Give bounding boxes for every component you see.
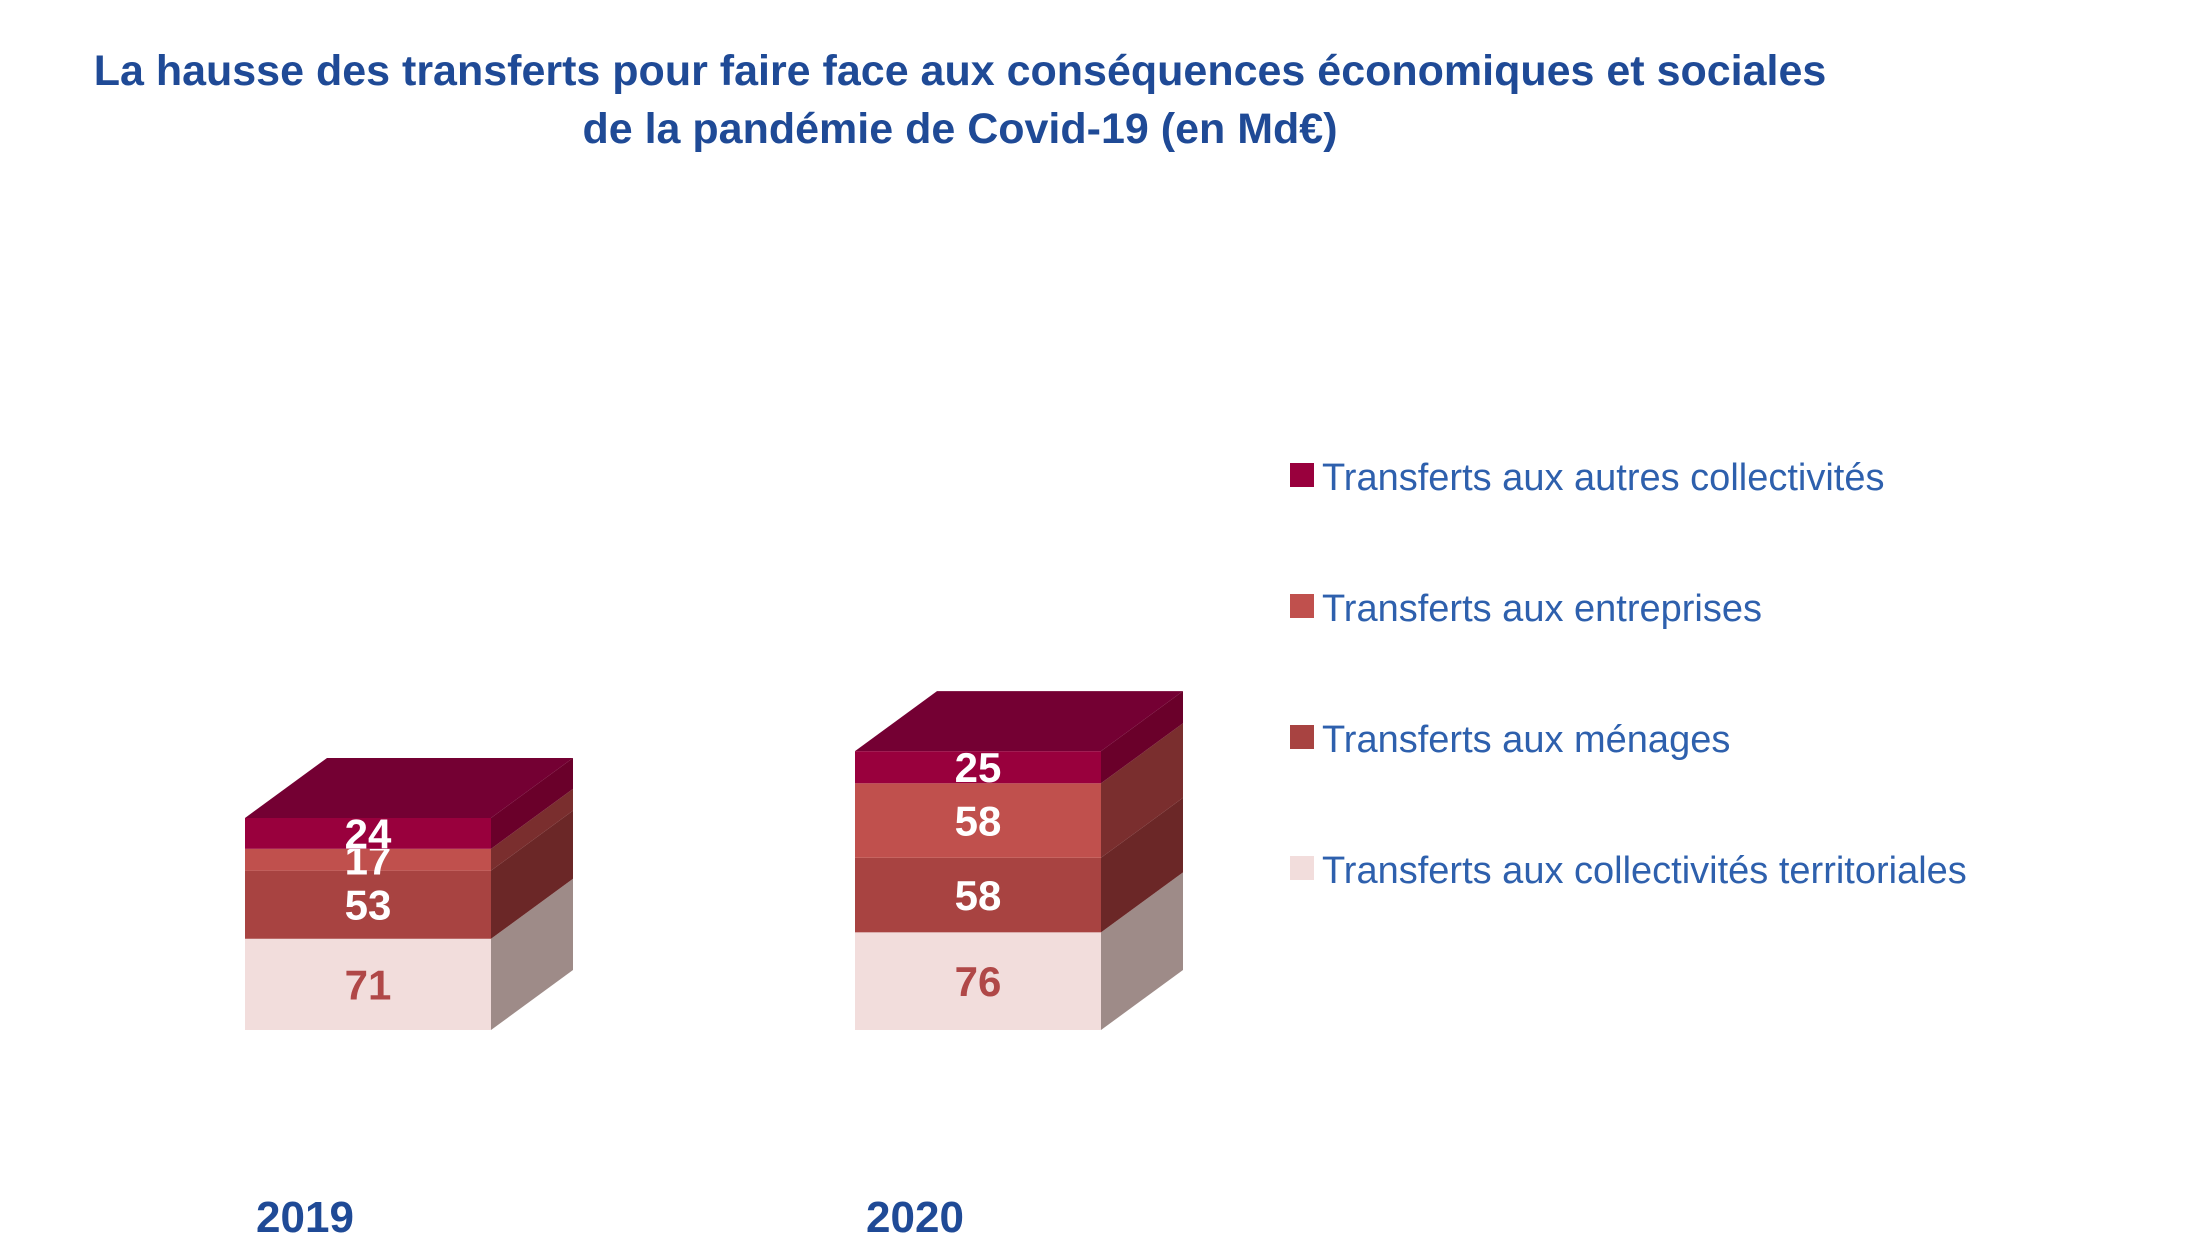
bar-side-2019-transferts-aux-menages [491, 810, 573, 939]
legend-swatch-transferts-aux-entreprises [1290, 594, 1314, 618]
bar-2019-transferts-aux-autres-collectivites [245, 817, 491, 849]
value-label-2020-transferts-aux-entreprises: 58 [955, 798, 1002, 845]
value-label-2019-transferts-aux-collectivites-territoriales: 71 [345, 961, 392, 1008]
bar-side-2019-transferts-aux-autres-collectivites [491, 757, 573, 849]
bar-2019-transferts-aux-entreprises [245, 848, 491, 871]
x-tick-label-2019: 2019 [256, 1193, 354, 1242]
bar-side-2020-transferts-aux-collectivites-territoriales [1101, 872, 1183, 1030]
bar-side-2020-transferts-aux-entreprises [1101, 723, 1183, 858]
value-label-2020-transferts-aux-autres-collectivites: 25 [955, 744, 1002, 791]
bar-side-2020-transferts-aux-menages [1101, 797, 1183, 933]
x-tick-label-2020: 2020 [866, 1193, 964, 1242]
bar-2019-transferts-aux-menages [245, 870, 491, 939]
legend-label-transferts-aux-autres-collectivites: Transferts aux autres collectivités [1322, 457, 1884, 499]
legend-label-transferts-aux-entreprises: Transferts aux entreprises [1322, 588, 1762, 630]
bar-2020-transferts-aux-entreprises [855, 783, 1101, 858]
legend-label-transferts-aux-collectivites-territoriales: Transferts aux collectivités territorial… [1322, 850, 1967, 892]
bar-side-2019-transferts-aux-entreprises [491, 788, 573, 871]
legend-swatch-transferts-aux-menages [1290, 725, 1314, 749]
value-label-2019-transferts-aux-menages: 53 [345, 882, 392, 929]
bar-top-2020 [855, 691, 1183, 752]
x-axis: 2019 2020 [256, 1193, 964, 1242]
legend-swatch-transferts-aux-autres-collectivites [1290, 463, 1314, 487]
value-label-2020-transferts-aux-menages: 58 [955, 872, 1002, 919]
legend-swatch-transferts-aux-collectivites-territoriales [1290, 856, 1314, 880]
bar-side-2019-transferts-aux-collectivites-territoriales [491, 878, 573, 1030]
bar-2020-transferts-aux-collectivites-territoriales [855, 932, 1101, 1030]
value-label-2020-transferts-aux-collectivites-territoriales: 76 [955, 958, 1002, 1005]
legend-label-transferts-aux-menages: Transferts aux ménages [1322, 719, 1730, 761]
chart-title-line-1: La hausse des transferts pour faire face… [94, 47, 1827, 95]
value-label-2019-transferts-aux-autres-collectivites: 24 [345, 810, 392, 857]
bar-2020-transferts-aux-autres-collectivites [855, 751, 1101, 784]
chart-title-line-2: de la pandémie de Covid-19 (en Md€) [582, 105, 1337, 153]
legend: Transferts aux autres collectivités Trans… [1290, 457, 1967, 892]
bar-top-2019 [245, 757, 573, 818]
bar-side-2020-transferts-aux-autres-collectivites [1101, 691, 1183, 784]
bar-2019-transferts-aux-collectivites-territoriales [245, 938, 491, 1030]
bar-2020-transferts-aux-menages [855, 857, 1101, 933]
